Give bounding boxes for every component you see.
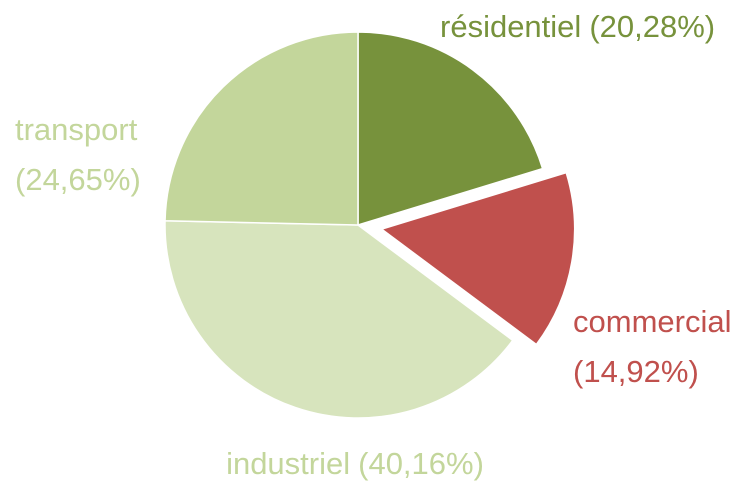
slice-label: transport (24,65%) [15,112,141,197]
slice-label: résidentiel (20,28%) [440,9,715,44]
value-label: (14,92%) [573,354,699,389]
value-label: (24,65%) [15,162,141,197]
pie-slice [357,31,544,227]
category-label: commercial [573,304,731,339]
pie-slice [164,219,514,419]
category-label: transport [15,112,138,147]
slice-label: commercial (14,92%) [573,304,731,389]
category-label: résidentiel [440,9,581,44]
pie-slice [380,171,576,346]
slice-label: industriel (40,16%) [226,446,484,481]
pie-slice [164,31,359,226]
value-label: (40,16%) [358,446,484,481]
category-label: industriel [226,446,350,481]
value-label: (20,28%) [589,9,715,44]
